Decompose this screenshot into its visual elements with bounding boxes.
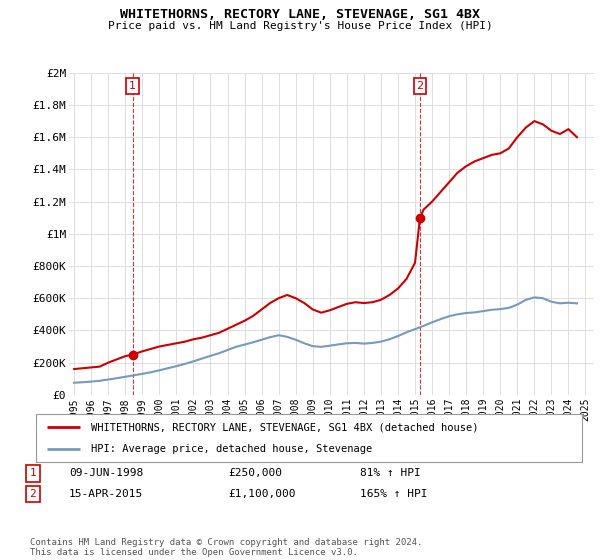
Text: 165% ↑ HPI: 165% ↑ HPI <box>360 489 427 499</box>
Text: WHITETHORNS, RECTORY LANE, STEVENAGE, SG1 4BX: WHITETHORNS, RECTORY LANE, STEVENAGE, SG… <box>120 8 480 21</box>
Text: Price paid vs. HM Land Registry's House Price Index (HPI): Price paid vs. HM Land Registry's House … <box>107 21 493 31</box>
Text: £1,100,000: £1,100,000 <box>228 489 296 499</box>
Text: Contains HM Land Registry data © Crown copyright and database right 2024.
This d: Contains HM Land Registry data © Crown c… <box>30 538 422 557</box>
Text: 09-JUN-1998: 09-JUN-1998 <box>69 468 143 478</box>
Text: HPI: Average price, detached house, Stevenage: HPI: Average price, detached house, Stev… <box>91 444 372 454</box>
Text: 15-APR-2015: 15-APR-2015 <box>69 489 143 499</box>
Text: 1: 1 <box>129 81 136 91</box>
Text: 2: 2 <box>29 489 37 499</box>
Text: 1: 1 <box>29 468 37 478</box>
Text: 81% ↑ HPI: 81% ↑ HPI <box>360 468 421 478</box>
Text: WHITETHORNS, RECTORY LANE, STEVENAGE, SG1 4BX (detached house): WHITETHORNS, RECTORY LANE, STEVENAGE, SG… <box>91 422 478 432</box>
Text: 2: 2 <box>416 81 424 91</box>
Text: £250,000: £250,000 <box>228 468 282 478</box>
